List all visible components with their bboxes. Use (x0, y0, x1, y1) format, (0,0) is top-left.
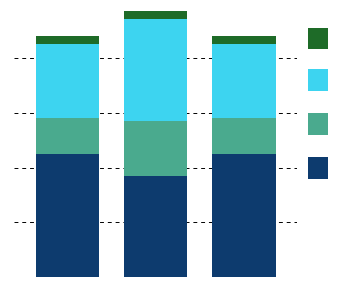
Bar (124, 176, 188, 277)
Bar (124, 121, 188, 176)
Bar (308, 27, 328, 50)
Bar (212, 44, 276, 118)
Bar (308, 156, 328, 179)
Bar (212, 154, 276, 277)
Bar (36, 44, 99, 118)
Bar (308, 113, 328, 135)
Bar (124, 19, 188, 121)
Bar (124, 11, 188, 19)
Bar (36, 118, 99, 154)
Bar (308, 69, 328, 91)
Bar (36, 36, 99, 44)
Bar (36, 154, 99, 277)
Bar (212, 36, 276, 44)
Bar (212, 118, 276, 154)
